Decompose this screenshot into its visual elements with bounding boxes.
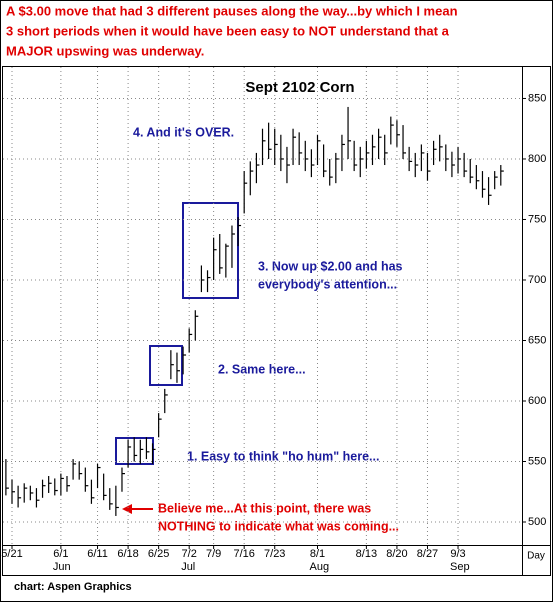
annotation: Believe me...At this point, there was	[158, 501, 371, 515]
source: chart: Aspen Graphics	[14, 581, 132, 593]
header-line: MAJOR upswing was underway.	[6, 43, 204, 58]
month-label: Sep	[450, 561, 470, 573]
annotation: everybody's attention...	[258, 277, 397, 291]
y-tick-label: 500	[528, 516, 546, 528]
x-tick-label: 9/3	[450, 548, 465, 560]
header-line: A $3.00 move that had 3 different pauses…	[6, 3, 458, 18]
month-label: Jul	[181, 561, 195, 573]
x-tick-label: 8/1	[310, 548, 325, 560]
annotation: 4. And it's OVER.	[133, 125, 234, 139]
y-tick-label: 550	[528, 455, 546, 467]
chart-title: Sept 2102 Corn	[245, 79, 354, 96]
x-tick-label: 7/2	[182, 548, 197, 560]
month-label: Aug	[310, 561, 330, 573]
x-tick-label: 6/18	[117, 548, 138, 560]
x-tick-label: 8/13	[356, 548, 377, 560]
y-tick-label: 650	[528, 334, 546, 346]
y-tick-label: 700	[528, 274, 546, 286]
x-tick-label: 5/21	[1, 548, 22, 560]
x-tick-label: 7/16	[233, 548, 254, 560]
x-axis-label: Day	[527, 551, 545, 562]
arrow	[122, 504, 153, 514]
y-tick-label: 600	[528, 395, 546, 407]
x-tick-label: 7/23	[264, 548, 285, 560]
x-tick-label: 6/11	[87, 548, 108, 560]
header-line: 3 short periods when it would have been …	[6, 23, 450, 38]
x-tick-label: 7/9	[206, 548, 221, 560]
y-tick-label: 750	[528, 213, 546, 225]
x-tick-label: 8/20	[386, 548, 407, 560]
annotation: NOTHING to indicate what was coming...	[158, 519, 399, 533]
chart-frame	[2, 66, 551, 576]
x-tick-label: 8/27	[417, 548, 438, 560]
annotation: 3. Now up $2.00 and has	[258, 259, 403, 273]
annotation: 2. Same here...	[218, 362, 306, 376]
month-label: Jun	[53, 561, 71, 573]
x-tick-label: 6/1	[53, 548, 68, 560]
annotation: 1. Easy to think "ho hum" here...	[187, 449, 379, 463]
y-tick-label: 850	[528, 92, 546, 104]
y-tick-label: 800	[528, 153, 546, 165]
x-tick-label: 6/25	[148, 548, 169, 560]
